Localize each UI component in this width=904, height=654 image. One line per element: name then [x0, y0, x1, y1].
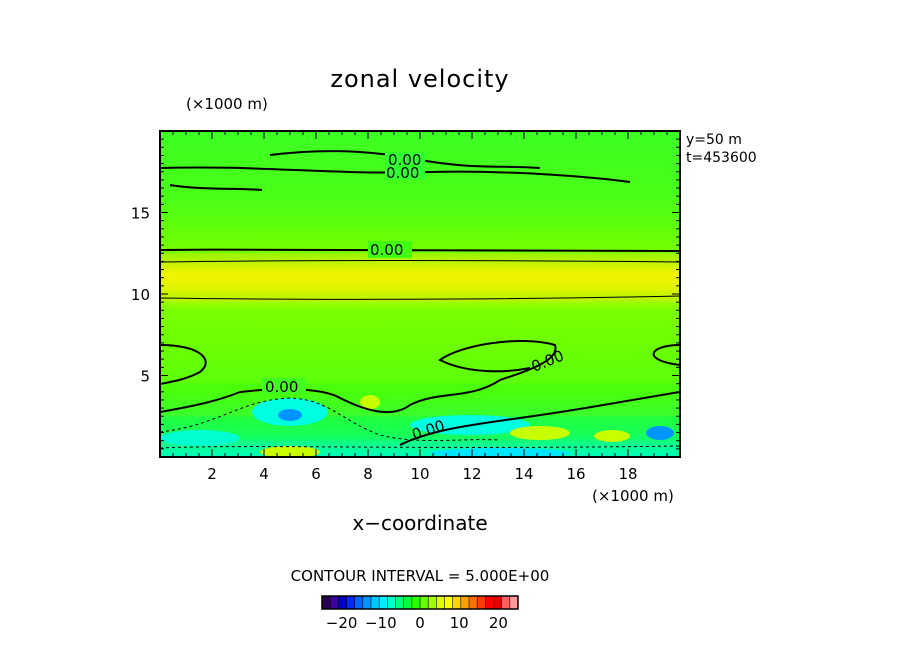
colorbar-swatch	[485, 596, 494, 609]
colorbar-tick-label: −10	[365, 614, 397, 632]
velocity-band	[160, 179, 680, 254]
colorbar-swatch	[411, 596, 421, 609]
x-unit-label: (×1000 m)	[592, 487, 674, 505]
eddy-negative	[430, 448, 570, 457]
contour-label: 0.00	[386, 164, 419, 182]
contour-positive	[160, 295, 680, 300]
colorbar-swatch	[338, 596, 347, 609]
colorbar-swatch	[387, 596, 396, 609]
velocity-band	[160, 302, 680, 384]
velocity-bands	[160, 131, 680, 457]
contour-negative	[160, 445, 680, 449]
colorbar-tick-label: 20	[489, 614, 508, 632]
x-tick-label: 16	[566, 465, 585, 483]
colorbar-swatch	[354, 596, 364, 609]
colorbar-swatch	[501, 596, 511, 609]
contour-zero	[169, 184, 263, 191]
x-tick-label: 14	[514, 465, 533, 483]
colorbar: −20 −10 0 10 20	[321, 595, 519, 632]
colorbar-tick-label: 10	[450, 614, 469, 632]
colorbar-swatch	[346, 596, 355, 609]
x-tick-label: 8	[363, 465, 373, 483]
x-tick-label: 6	[311, 465, 321, 483]
colorbar-swatch	[395, 596, 404, 609]
contour-positive	[160, 260, 680, 263]
x-axis-label: x−coordinate	[352, 511, 487, 535]
colorbar-tick-label: −20	[326, 614, 358, 632]
contour-zero	[652, 344, 680, 366]
colorbar-swatch	[379, 596, 388, 609]
colorbar-swatch	[330, 596, 339, 609]
velocity-field	[160, 131, 680, 457]
y-tick-label: 5	[140, 368, 150, 386]
eddy-negative	[160, 430, 240, 446]
colorbar-swatch	[362, 596, 372, 609]
eddy-positive	[360, 395, 380, 409]
colorbar-swatch	[444, 596, 453, 609]
colorbar-swatch	[322, 596, 331, 609]
contour-zero	[160, 166, 631, 183]
colorbar-swatch	[403, 596, 413, 609]
contour-label: 0.00	[388, 151, 421, 169]
contour-zero	[399, 391, 680, 446]
colorbar-swatch	[428, 596, 437, 609]
eddy-negative	[278, 409, 302, 421]
colorbar-swatch	[477, 596, 486, 609]
colorbar-tick-label: 0	[415, 614, 425, 632]
contour-interval-label: CONTOUR INTERVAL = 5.000E+00	[291, 567, 550, 585]
colorbar-swatch	[371, 596, 380, 609]
eddy-positive	[260, 446, 320, 457]
contour-label: 0.00	[265, 378, 298, 396]
eddy-positive	[594, 430, 630, 442]
eddy-positive	[510, 426, 570, 440]
x-tick-label: 18	[618, 465, 637, 483]
colorbar-swatch	[452, 596, 462, 609]
x-tick-label: 2	[207, 465, 217, 483]
eddy-negative	[646, 426, 674, 440]
annotation-y: y=50 m	[686, 132, 742, 148]
colorbar-swatch	[493, 596, 502, 609]
y-unit-label: (×1000 m)	[186, 95, 268, 113]
colorbar-frame	[321, 595, 519, 610]
contour-label: 0.00	[370, 241, 403, 259]
annotation-t: t=453600	[686, 150, 757, 166]
contour-zero	[160, 340, 557, 414]
y-tick-label: 15	[131, 205, 150, 223]
colorbar-swatch	[460, 596, 470, 609]
colorbar-swatch	[509, 596, 519, 609]
axes: 2 4 6 8 10 12 14 16 18 5 10 15	[131, 130, 681, 483]
colorbar-swatch	[436, 596, 445, 609]
y-tick-label: 10	[131, 286, 150, 304]
x-tick-label: 12	[462, 465, 481, 483]
contour-zero	[160, 344, 207, 385]
colorbar-swatch	[420, 596, 429, 609]
plot-area: 0.00 0.00 0.00 0.00 0.00 0.00	[160, 131, 680, 457]
contour-negative	[160, 397, 501, 442]
chart-title: zonal velocity	[330, 65, 509, 93]
x-tick-label: 10	[410, 465, 429, 483]
x-tick-label: 4	[259, 465, 269, 483]
colorbar-swatch	[469, 596, 478, 609]
